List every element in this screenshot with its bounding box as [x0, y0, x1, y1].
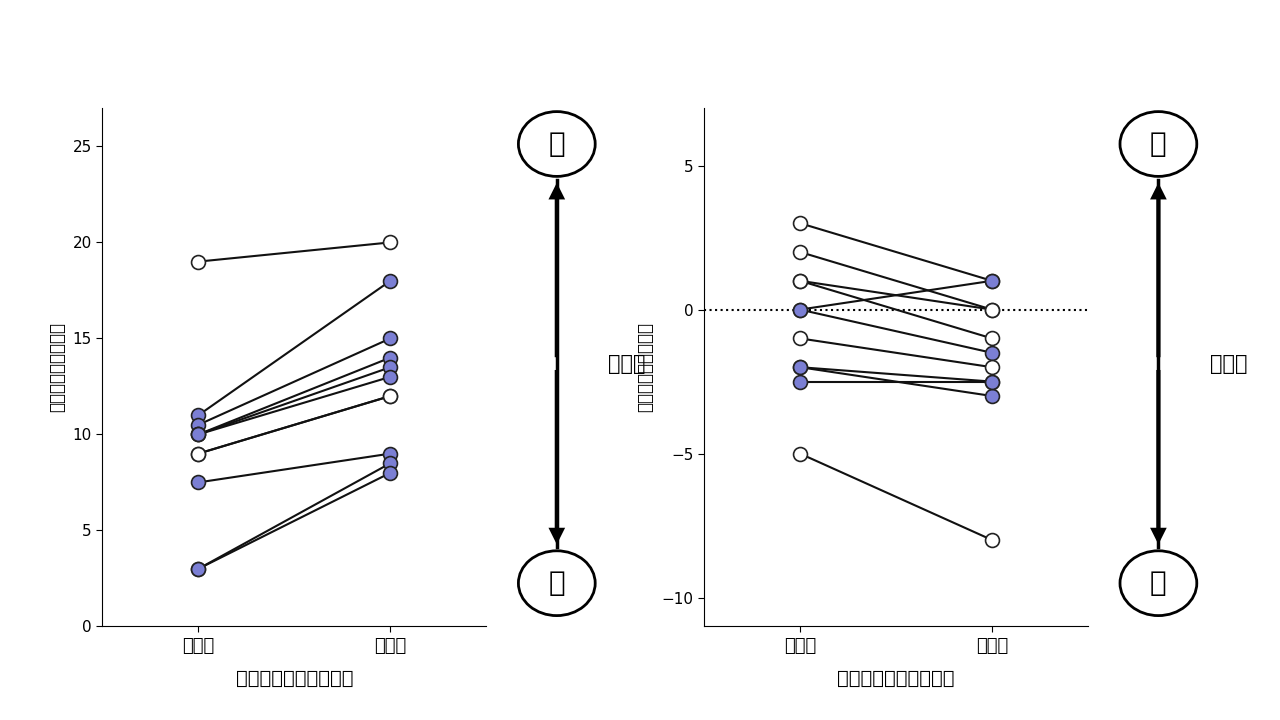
- Y-axis label: 快適度（ポイント）: 快適度（ポイント）: [47, 323, 65, 412]
- Text: 高: 高: [1151, 130, 1166, 158]
- Text: 高: 高: [549, 130, 564, 158]
- X-axis label: ごみ拾いウォーキング: ごみ拾いウォーキング: [236, 669, 353, 688]
- Text: 快適度: 快適度: [608, 354, 646, 374]
- Text: 低: 低: [1151, 570, 1166, 597]
- Text: 覚醒度: 覚醒度: [1210, 354, 1248, 374]
- Text: 低: 低: [549, 570, 564, 597]
- Y-axis label: 覚醒度（ポイント）: 覚醒度（ポイント）: [636, 323, 654, 412]
- X-axis label: ごみ拾いウォーキング: ごみ拾いウォーキング: [837, 669, 955, 688]
